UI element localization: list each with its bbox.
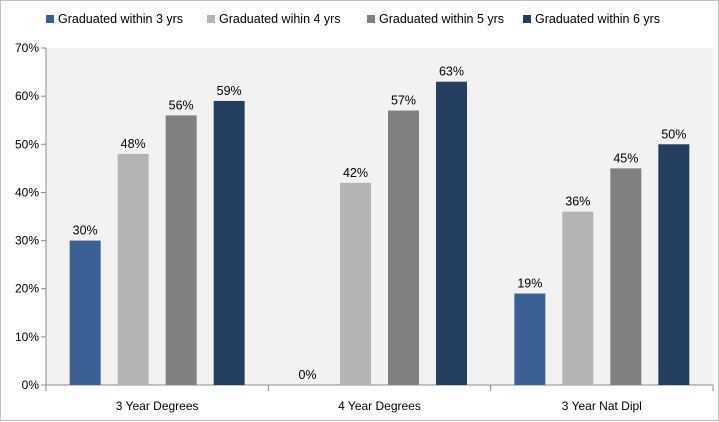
y-tick-label: 60%	[15, 89, 39, 103]
bars	[69, 81, 690, 386]
x-axis: 3 Year Degrees 4 Year Degrees 3 Year Nat D…	[45, 384, 714, 413]
y-tick-label: 40%	[15, 185, 39, 199]
legend-label: Graduated wihin 4 yrs	[219, 12, 341, 26]
data-label: 56%	[169, 98, 194, 112]
y-tick-label: 20%	[15, 282, 39, 296]
bar	[117, 153, 149, 385]
bar	[562, 211, 594, 385]
y-axis: 0% 10% 20% 30% 40% 50% 60% 70%	[15, 41, 47, 392]
bar	[165, 115, 197, 386]
legend-swatch	[523, 15, 531, 23]
plot-area	[46, 48, 713, 385]
data-label: 30%	[73, 224, 98, 238]
y-tick-label: 70%	[15, 41, 39, 55]
legend-swatch	[207, 15, 215, 23]
data-label: 63%	[439, 65, 464, 79]
x-category-label: 3 Year Nat Dipl	[562, 399, 642, 413]
x-category-label: 3 Year Degrees	[116, 399, 199, 413]
legend-swatch	[367, 15, 375, 23]
y-tick-label: 0%	[22, 378, 40, 392]
data-label: 42%	[343, 166, 368, 180]
bar	[388, 110, 419, 385]
data-label: 36%	[565, 195, 590, 209]
y-tick-label: 10%	[15, 330, 39, 344]
bar	[340, 182, 371, 385]
y-tick-label: 30%	[15, 234, 39, 248]
legend-swatch	[46, 15, 54, 23]
bar	[436, 81, 467, 385]
bar	[213, 100, 245, 385]
bar	[514, 293, 546, 385]
data-label: 19%	[517, 277, 542, 291]
data-label: 50%	[661, 127, 686, 141]
data-label: 48%	[121, 137, 146, 151]
data-label: 0%	[298, 368, 316, 382]
data-labels: 30% 48% 56% 59% 0% 42% 57% 63% 19% 36% 45% 50%	[73, 65, 687, 382]
legend-label: Graduated within 3 yrs	[58, 12, 183, 26]
legend: Graduated within 3 yrs Graduated wihin 4 …	[46, 12, 660, 26]
bar	[610, 168, 642, 385]
data-label: 57%	[391, 94, 416, 108]
bar	[658, 144, 690, 385]
bar	[69, 240, 101, 385]
legend-label: Graduated within 6 yrs	[535, 12, 660, 26]
x-category-label: 4 Year Degrees	[338, 399, 421, 413]
legend-label: Graduated within 5 yrs	[379, 12, 504, 26]
y-tick-label: 50%	[15, 137, 39, 151]
data-label: 45%	[613, 151, 638, 165]
data-label: 59%	[217, 84, 242, 98]
